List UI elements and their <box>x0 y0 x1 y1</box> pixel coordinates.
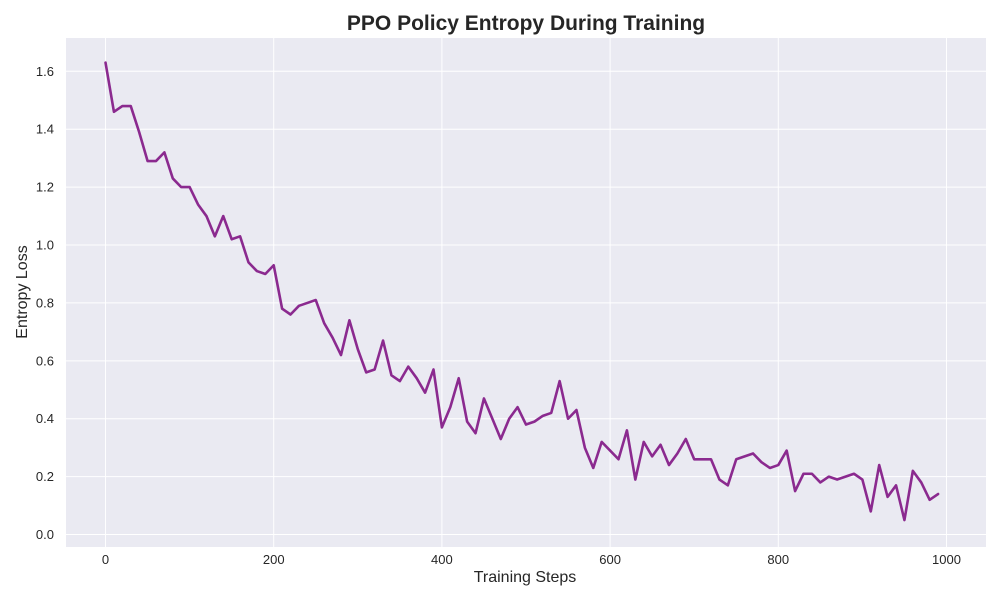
y-tick-label: 0.6 <box>36 353 54 368</box>
series-line-0 <box>104 61 940 522</box>
x-tick-label: 0 <box>102 552 109 567</box>
x-tick-label: 200 <box>263 552 285 567</box>
y-tick-label: 0.2 <box>36 469 54 484</box>
x-axis-label: Training Steps <box>474 569 577 586</box>
tick-labels: 0 200 400 600 800 1000 0.0 0.2 0.4 0.6 0.8 1.0 1.2 1.… <box>36 64 961 567</box>
y-tick-label: 0.4 <box>36 411 54 426</box>
plot-background <box>66 38 986 547</box>
x-tick-label: 1000 <box>932 552 961 567</box>
y-tick-label: 1.4 <box>36 122 54 137</box>
y-tick-label: 1.2 <box>36 180 54 195</box>
grid <box>66 38 986 547</box>
y-tick-label: 1.6 <box>36 64 54 79</box>
y-tick-label: 0.8 <box>36 295 54 310</box>
y-tick-label: 1.0 <box>36 238 54 253</box>
y-axis-label: Entropy Loss <box>14 245 31 338</box>
chart-title: PPO Policy Entropy During Training <box>347 12 705 35</box>
series <box>104 61 940 522</box>
x-tick-label: 600 <box>599 552 621 567</box>
y-tick-label: 0.0 <box>36 527 54 542</box>
x-tick-label: 400 <box>431 552 453 567</box>
x-tick-label: 800 <box>767 552 789 567</box>
